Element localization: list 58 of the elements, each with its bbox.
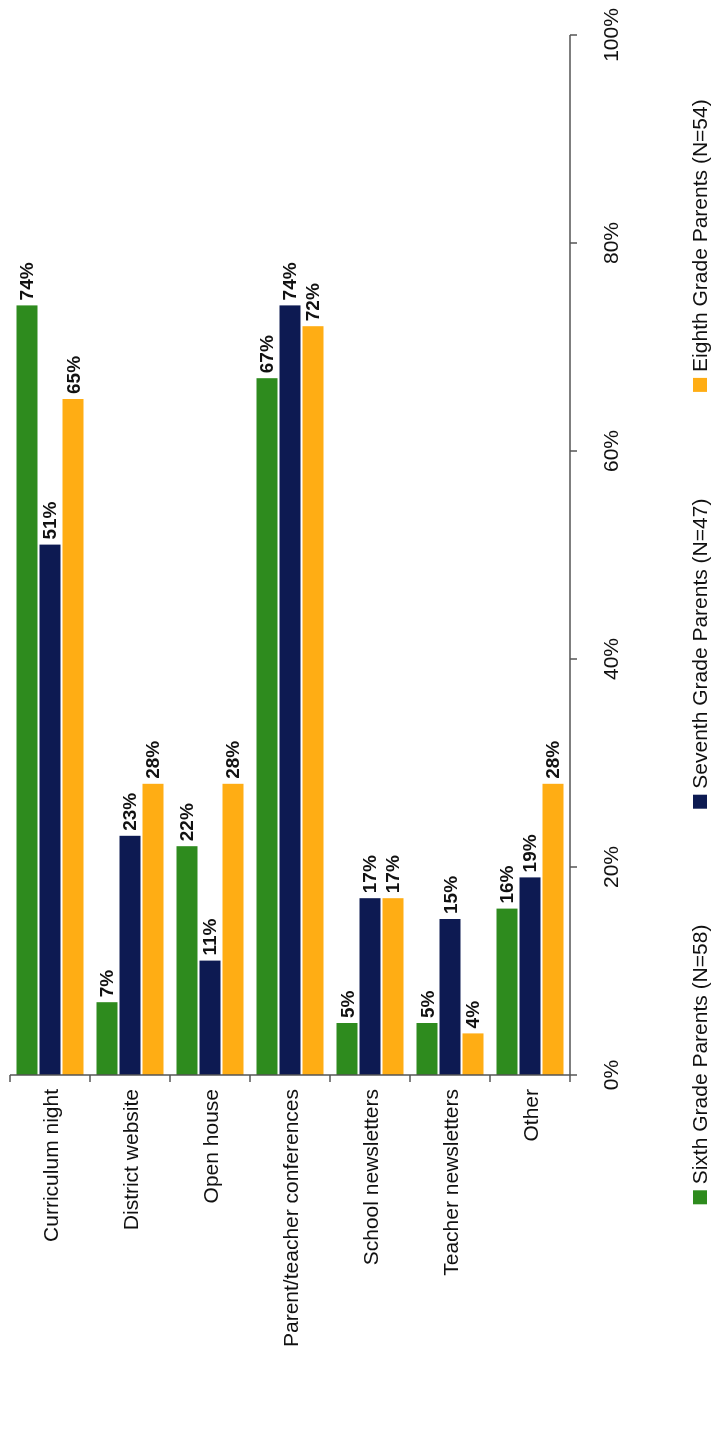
bar [336, 1023, 358, 1075]
data-label: 17% [359, 855, 381, 894]
bar [176, 846, 198, 1075]
bar [496, 908, 518, 1075]
x-tick-label: Teacher newsletters [438, 1089, 462, 1276]
data-label: 7% [96, 969, 118, 998]
data-label: 65% [62, 355, 84, 394]
bar [199, 960, 221, 1075]
bar [39, 544, 61, 1075]
y-tick-label: 40% [598, 637, 622, 681]
data-label: 15% [439, 875, 461, 914]
text: Sixth Grade Parents (N=58) [688, 924, 712, 1185]
text: Eighth Grade Parents (N=54) [688, 99, 712, 372]
data-label: 5% [336, 990, 358, 1018]
x-tick-label: District website [118, 1089, 142, 1231]
x-tick-label: Open house [198, 1089, 222, 1204]
data-label: 23% [119, 792, 141, 831]
data-label: 5% [416, 990, 438, 1018]
bar [62, 399, 84, 1075]
y-tick-label: 0% [598, 1059, 622, 1091]
data-label: 28% [542, 740, 564, 779]
bar [279, 305, 301, 1075]
y-tick-label: 20% [598, 845, 622, 889]
data-label: 22% [176, 803, 198, 842]
text: Seventh Grade Parents (N=47) [688, 498, 712, 789]
data-label: 4% [462, 1000, 484, 1029]
bar [416, 1023, 438, 1075]
data-label: 74% [16, 262, 38, 301]
bar [542, 783, 564, 1075]
bar [16, 305, 38, 1075]
data-label: 16% [496, 865, 518, 904]
data-label: 74% [279, 262, 301, 301]
data-label: 67% [256, 335, 278, 374]
data-label: 28% [142, 740, 164, 779]
bar [256, 378, 278, 1075]
bar [222, 783, 244, 1075]
x-tick-label: Curriculum night [38, 1088, 62, 1242]
data-label: 17% [382, 855, 404, 894]
y-tick-label: 80% [598, 221, 622, 265]
data-label: 51% [39, 501, 61, 540]
bar [142, 783, 164, 1075]
data-label: 72% [302, 283, 324, 322]
x-tick-label: Parent/teacher conferences [278, 1089, 302, 1347]
y-tick-label: 100% [598, 8, 622, 62]
bar [382, 898, 404, 1075]
bar [96, 1002, 118, 1075]
x-tick-label: Other [518, 1089, 542, 1142]
data-label: 28% [222, 740, 244, 779]
x-tick-label: School newsletters [358, 1089, 382, 1266]
bar [462, 1033, 484, 1075]
bar [519, 877, 541, 1075]
bar [439, 919, 461, 1075]
bar [119, 835, 141, 1075]
y-tick-label: 60% [598, 429, 622, 473]
data-label: 11% [199, 918, 221, 956]
bar [359, 898, 381, 1075]
data-label: 19% [519, 834, 541, 873]
bar [302, 326, 324, 1075]
